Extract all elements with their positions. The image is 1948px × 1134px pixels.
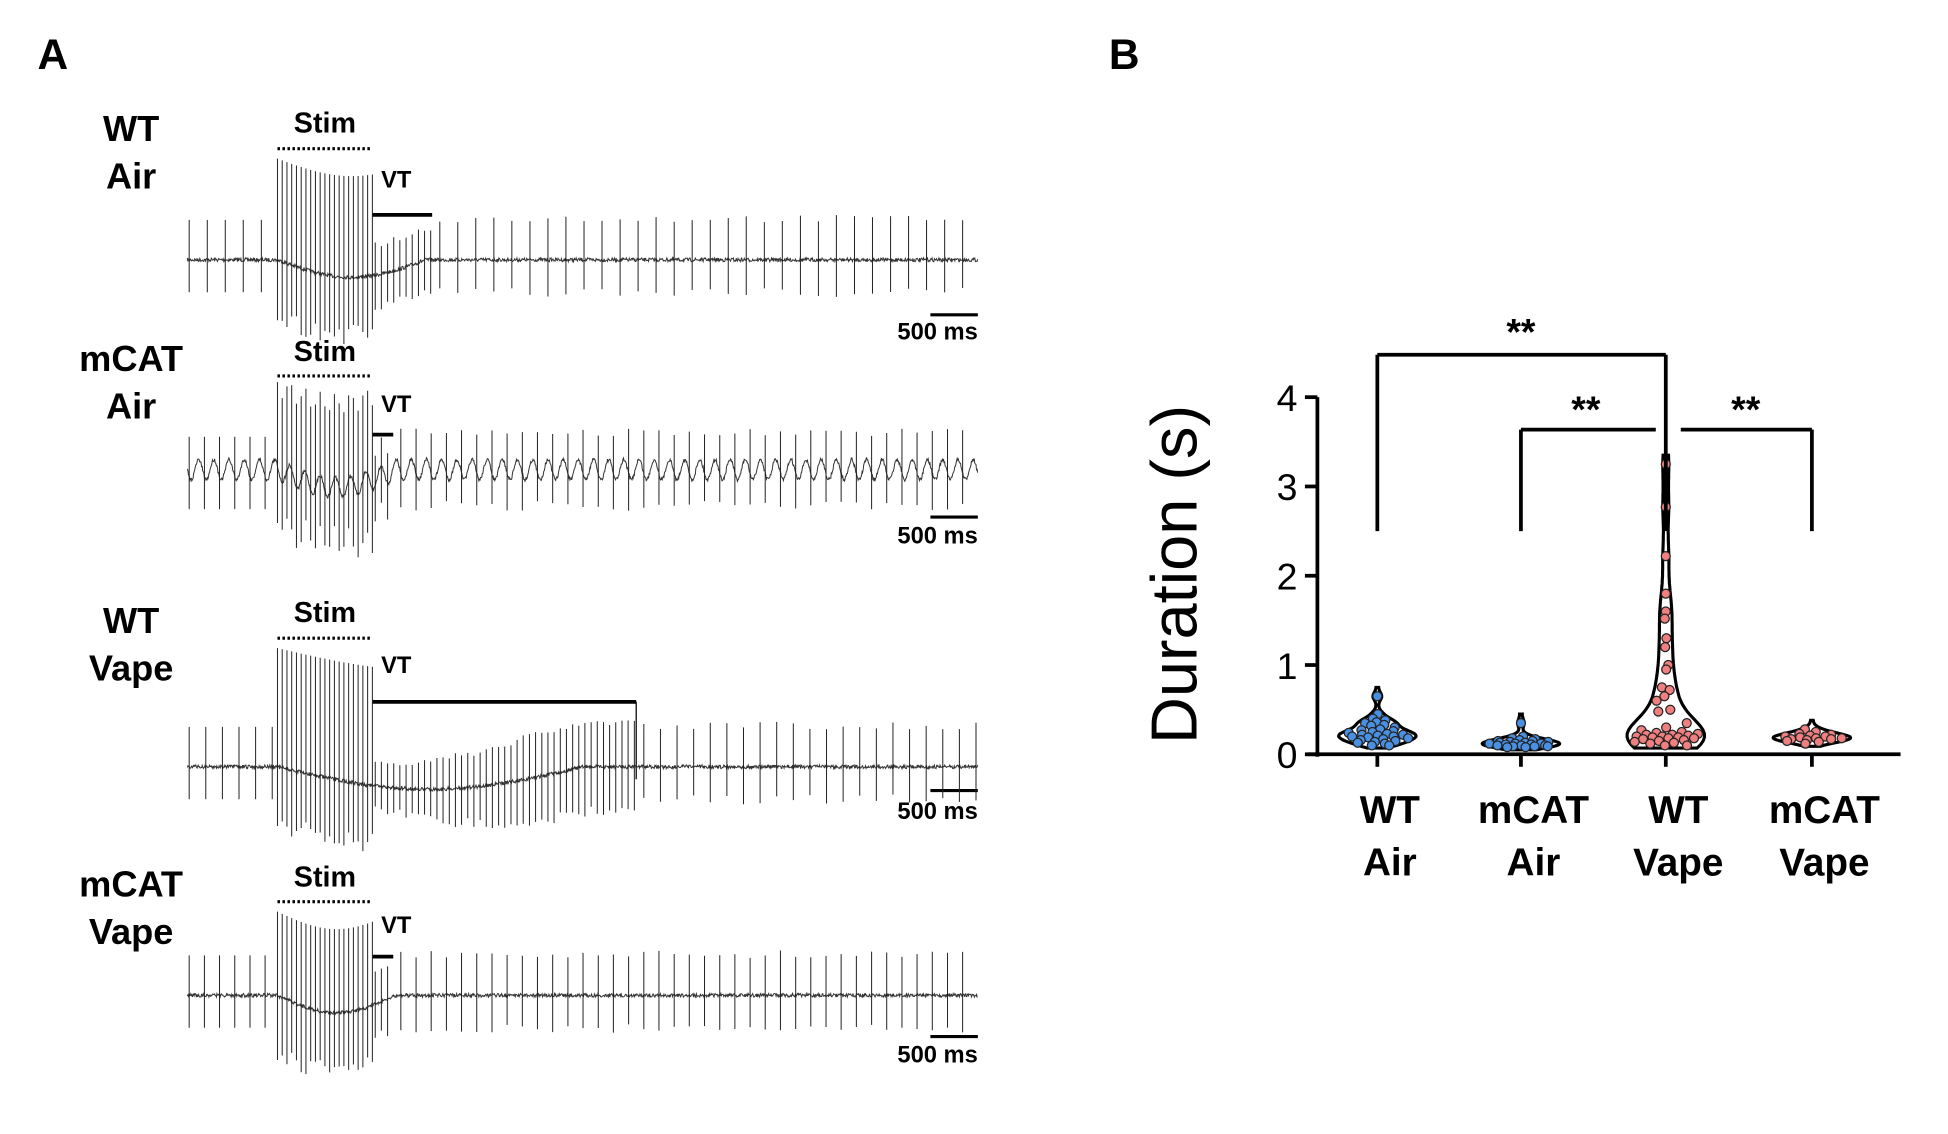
y-tick-label: 4 (1277, 377, 1298, 419)
trace-genotype-label: WT (103, 108, 159, 149)
scale-bar-label: 500 ms (897, 799, 977, 825)
violin-shape (1625, 453, 1707, 750)
x-category-label: mCAT (1769, 789, 1880, 832)
ecg-spikes (188, 158, 964, 344)
data-point (1529, 741, 1540, 752)
x-category-label: mCAT (1478, 789, 1589, 832)
trace-group: mCAT Air Stim VT 500 ms (79, 336, 979, 558)
significance-label: ** (1571, 388, 1601, 430)
significance-label: ** (1506, 311, 1536, 353)
y-axis-label: Duration (s) (1137, 405, 1210, 744)
data-point (1520, 742, 1531, 753)
data-point (1515, 717, 1527, 729)
data-point (1661, 633, 1672, 644)
significance-bracket (1375, 352, 1668, 532)
trace-exposure-label: Air (106, 385, 156, 426)
ecg-spikes (188, 382, 964, 558)
scale-bar-label: 500 ms (897, 523, 977, 549)
significance-label: ** (1731, 388, 1761, 430)
trace-group: mCAT Vape Stim VT 500 ms (79, 862, 978, 1074)
x-category-label: Vape (1633, 841, 1723, 884)
vt-label: VT (381, 392, 412, 418)
stim-label: Stim (294, 862, 356, 894)
trace-genotype-label: WT (103, 600, 159, 641)
data-point (1372, 691, 1383, 702)
data-point (1665, 704, 1676, 715)
data-point (1660, 551, 1671, 562)
x-category-label: Vape (1779, 841, 1869, 884)
data-point (1660, 588, 1671, 599)
ecg-spikes (188, 648, 977, 852)
vt-label: VT (381, 913, 412, 939)
data-point (1492, 740, 1503, 751)
data-point (1781, 735, 1793, 747)
stim-label: Stim (294, 597, 356, 629)
x-category-label: WT (1360, 789, 1421, 832)
scale-bar-label: 500 ms (897, 320, 977, 346)
data-point (1645, 738, 1656, 749)
trace-genotype-label: mCAT (79, 338, 183, 379)
data-point (1402, 733, 1414, 744)
x-category-label: WT (1648, 789, 1709, 832)
trace-exposure-label: Air (106, 156, 156, 197)
data-point (1629, 736, 1640, 747)
data-point (1661, 722, 1672, 733)
data-point (1800, 738, 1811, 749)
data-point (1502, 742, 1513, 753)
stim-label: Stim (294, 107, 356, 139)
data-point (1346, 731, 1358, 742)
data-point (1651, 695, 1662, 706)
data-point (1813, 736, 1824, 747)
significance-bracket (1519, 427, 1656, 532)
ecg-spikes (188, 911, 964, 1074)
data-point (1661, 664, 1672, 675)
stim-label: Stim (294, 336, 356, 368)
data-point (1681, 717, 1692, 729)
ecg-traces-panel: WT Air Stim VT 500 ms mCAT Air Stim VT 500 ms WT Va… (79, 107, 979, 1074)
y-tick-label: 2 (1277, 555, 1298, 597)
x-category-label: Air (1507, 841, 1561, 884)
y-tick-label: 3 (1277, 466, 1298, 508)
data-point (1688, 733, 1700, 744)
vt-label: VT (381, 653, 412, 679)
data-point (1542, 741, 1553, 752)
violin-chart: Duration (s) 0 1 2 3 4 WT Air mCAT Air WT Vape mCAT… (1137, 311, 1901, 884)
trace-exposure-label: Vape (89, 911, 174, 952)
data-point (1659, 740, 1671, 751)
data-point (1653, 706, 1664, 717)
y-tick-label: 0 (1277, 734, 1298, 776)
trace-exposure-label: Vape (89, 648, 174, 689)
x-category-label: Air (1363, 841, 1417, 884)
scale-bar-label: 500 ms (897, 1043, 977, 1069)
ecg-baseline (186, 256, 979, 280)
data-point (1659, 613, 1670, 624)
trace-group: WT Vape Stim VT 500 ms (89, 597, 979, 852)
data-point (1681, 740, 1693, 751)
significance-bracket (1680, 427, 1814, 532)
data-point (1659, 691, 1670, 702)
vt-label: VT (381, 167, 412, 193)
data-point (1836, 733, 1847, 744)
data-point (1366, 740, 1377, 751)
trace-group: WT Air Stim VT 500 ms (103, 107, 979, 346)
data-point (1352, 737, 1363, 748)
trace-genotype-label: mCAT (79, 864, 183, 905)
y-tick-label: 1 (1277, 645, 1298, 687)
panel-b-label: B (1109, 31, 1140, 78)
data-point (1826, 733, 1837, 745)
panel-a-label: A (37, 31, 68, 78)
ecg-baseline (186, 763, 979, 793)
data-point (1660, 642, 1671, 653)
data-point (1668, 737, 1680, 748)
data-point (1384, 740, 1395, 751)
